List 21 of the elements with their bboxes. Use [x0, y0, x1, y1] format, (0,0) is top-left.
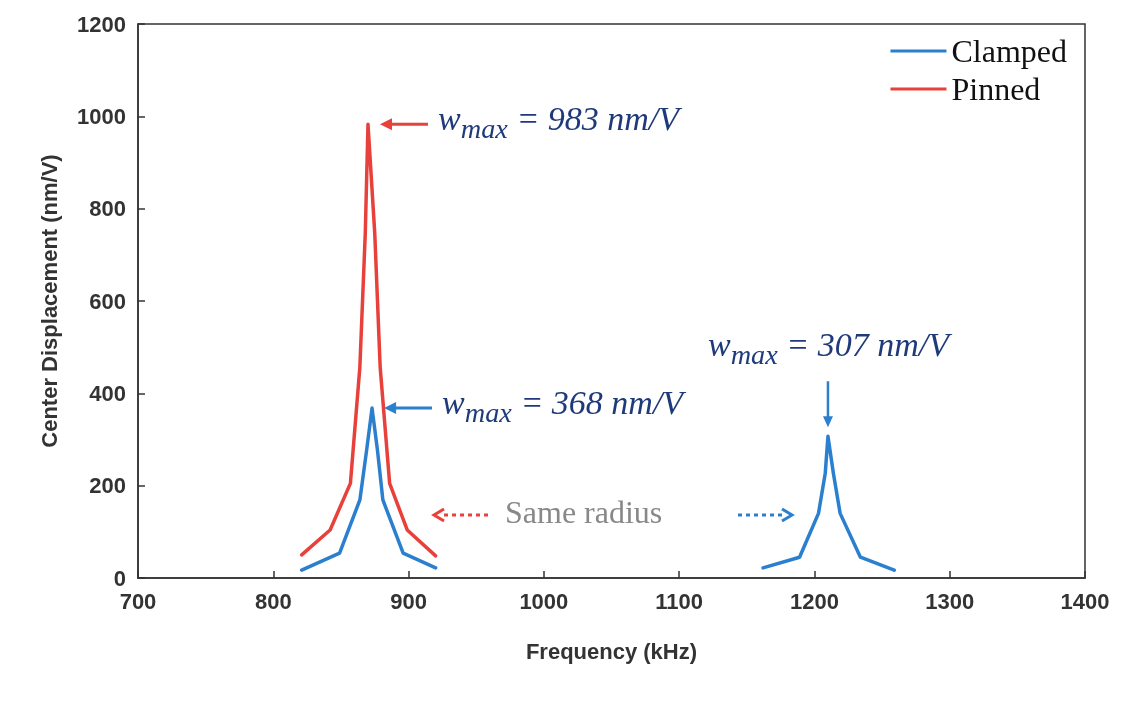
x-tick-label: 700 [119, 588, 157, 614]
x-tick-label: 1400 [1060, 588, 1110, 614]
y-tick-label: 1000 [77, 103, 126, 129]
y-tick-label: 200 [89, 473, 126, 499]
annotation: Same radius [505, 494, 663, 531]
y-tick-label: 600 [89, 288, 126, 314]
y-tick-label: 1200 [77, 11, 126, 37]
x-tick-label: 800 [254, 588, 292, 614]
legend-label: Pinned [951, 71, 1041, 107]
x-axis-title: Frequency (kHz) [525, 638, 698, 664]
y-axis-title: Center Displacement (nm/V) [36, 154, 62, 448]
x-tick-label: 900 [390, 588, 427, 614]
line-series [299, 122, 438, 558]
x-tick-label: 1000 [519, 588, 569, 614]
x-tick-label: 1100 [655, 588, 704, 614]
legend-label: Clamped [951, 33, 1067, 69]
y-tick-label: 800 [89, 196, 126, 222]
x-tick-label: 1200 [789, 588, 839, 614]
x-tick-label: 1300 [925, 588, 975, 614]
y-tick-label: 400 [89, 380, 126, 406]
y-tick-label: 0 [113, 565, 126, 591]
